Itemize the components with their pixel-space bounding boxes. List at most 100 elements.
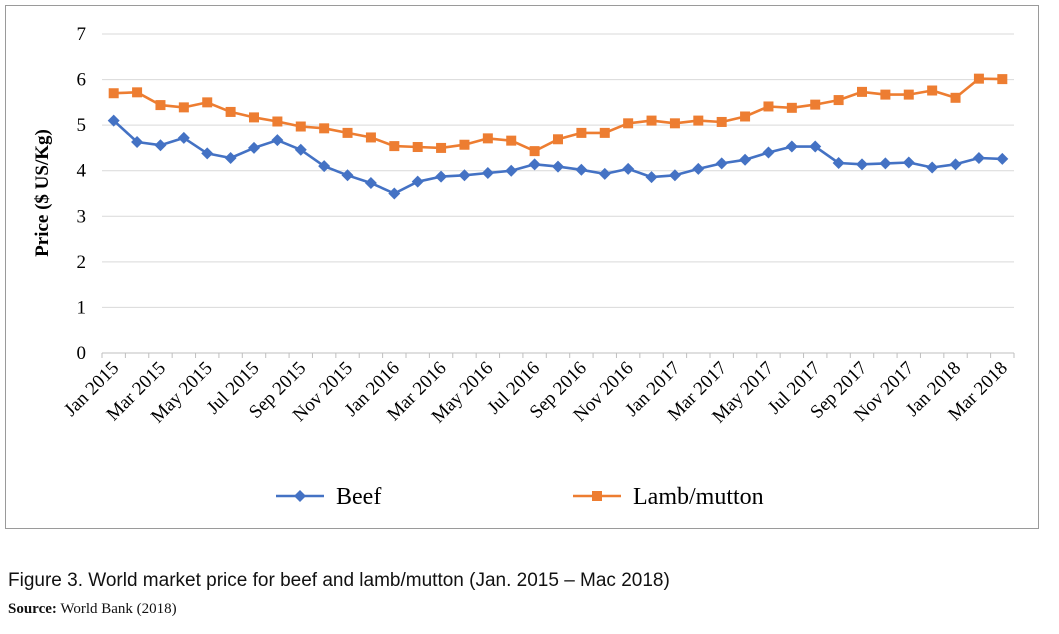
data-point bbox=[599, 127, 610, 138]
legend-marker bbox=[294, 490, 306, 502]
y-tick-labels: 0 1 2 3 4 5 6 7 bbox=[77, 24, 87, 364]
legend-marker bbox=[592, 491, 602, 501]
series-group bbox=[107, 73, 1009, 200]
data-point bbox=[810, 99, 821, 110]
data-point bbox=[950, 92, 961, 103]
data-point bbox=[645, 171, 658, 184]
data-point bbox=[997, 74, 1008, 85]
series-line-beef bbox=[112, 119, 1003, 195]
gridlines bbox=[102, 33, 1014, 308]
data-point bbox=[341, 169, 354, 182]
data-point bbox=[459, 139, 470, 150]
y-tick-label: 0 bbox=[77, 343, 87, 364]
y-tick-label: 4 bbox=[77, 161, 87, 182]
data-point bbox=[903, 89, 914, 100]
source-text: World Bank (2018) bbox=[60, 601, 177, 617]
source-label: Source: bbox=[8, 601, 57, 617]
data-point bbox=[272, 116, 283, 127]
data-point bbox=[248, 141, 260, 154]
legend[interactable]: Beef Lamb/mutton bbox=[276, 484, 764, 510]
data-point bbox=[623, 118, 634, 129]
data-point bbox=[622, 162, 635, 175]
data-point bbox=[716, 116, 727, 127]
data-point bbox=[576, 127, 587, 138]
data-point bbox=[552, 160, 564, 173]
data-point bbox=[319, 123, 330, 134]
data-point bbox=[949, 158, 962, 171]
data-point bbox=[857, 86, 867, 97]
data-point bbox=[505, 164, 518, 177]
data-point bbox=[249, 112, 259, 123]
data-point bbox=[436, 142, 447, 153]
data-point bbox=[224, 151, 237, 164]
data-point bbox=[132, 87, 143, 98]
y-tick-label: 5 bbox=[77, 115, 87, 136]
data-point bbox=[364, 177, 377, 190]
data-point bbox=[107, 114, 120, 127]
data-point bbox=[926, 161, 939, 174]
data-point bbox=[692, 162, 705, 175]
data-point bbox=[739, 153, 752, 166]
data-point bbox=[295, 121, 306, 132]
legend-label: Beef bbox=[336, 484, 381, 510]
data-point bbox=[646, 115, 657, 126]
data-point bbox=[575, 163, 588, 176]
data-point bbox=[972, 151, 985, 164]
data-point bbox=[880, 89, 891, 100]
data-point bbox=[131, 136, 144, 149]
data-point bbox=[996, 152, 1009, 165]
data-point bbox=[154, 139, 167, 152]
data-point bbox=[388, 187, 401, 200]
data-point bbox=[856, 158, 868, 171]
data-point bbox=[318, 160, 331, 173]
legend-item-lamb-mutton[interactable]: Lamb/mutton bbox=[573, 484, 764, 510]
data-point bbox=[458, 169, 471, 182]
data-point bbox=[927, 85, 938, 96]
y-tick-label: 3 bbox=[77, 206, 87, 227]
data-point bbox=[225, 106, 236, 117]
data-point bbox=[528, 158, 541, 171]
data-point bbox=[412, 142, 423, 153]
figure-source: Source: World Bank (2018) bbox=[8, 601, 177, 618]
y-tick-label: 7 bbox=[77, 24, 87, 45]
y-tick-label: 2 bbox=[77, 252, 87, 273]
data-point bbox=[411, 175, 424, 188]
data-point bbox=[809, 140, 822, 153]
data-point bbox=[833, 95, 844, 106]
legend-item-beef[interactable]: Beef bbox=[276, 484, 381, 510]
data-point bbox=[669, 118, 680, 129]
data-point bbox=[365, 132, 376, 143]
figure-caption: Figure 3. World market price for beef an… bbox=[8, 570, 670, 591]
data-point bbox=[435, 170, 448, 183]
data-point bbox=[786, 102, 797, 113]
data-point bbox=[763, 101, 774, 112]
data-point bbox=[108, 88, 119, 99]
data-point bbox=[762, 146, 775, 159]
data-point bbox=[785, 140, 798, 153]
axes bbox=[101, 352, 1015, 358]
data-point bbox=[506, 135, 517, 146]
chart-frame: 0 1 2 3 4 5 6 7 Jan 2015 Mar 2015 May 2015 Jul 201… bbox=[5, 5, 1039, 529]
y-axis-label: Price ($ US/Kg) bbox=[32, 129, 53, 257]
data-point bbox=[201, 147, 214, 160]
data-point bbox=[294, 143, 307, 156]
y-tick-label: 6 bbox=[77, 70, 87, 91]
data-point bbox=[902, 156, 915, 169]
data-point bbox=[481, 166, 494, 179]
data-point bbox=[482, 133, 493, 144]
data-point bbox=[177, 131, 190, 144]
data-point bbox=[740, 111, 751, 122]
data-point bbox=[553, 134, 563, 145]
legend-label: Lamb/mutton bbox=[633, 484, 764, 510]
data-point bbox=[342, 127, 353, 138]
data-point bbox=[389, 141, 400, 152]
data-point bbox=[178, 102, 189, 113]
data-point bbox=[832, 156, 845, 169]
data-point bbox=[155, 100, 166, 111]
data-point bbox=[598, 167, 611, 180]
data-point bbox=[715, 157, 728, 170]
data-point bbox=[668, 169, 681, 182]
data-point bbox=[693, 115, 704, 126]
